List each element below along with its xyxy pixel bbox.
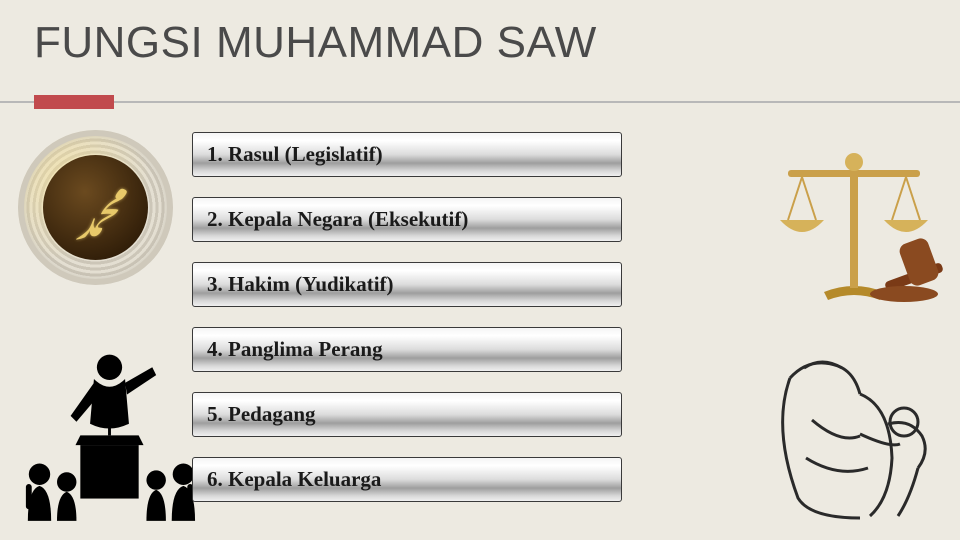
calligraphy-medallion-image: ﷴ: [18, 130, 173, 285]
list-item: 4. Panglima Perang: [192, 327, 622, 372]
list-item: 6. Kepala Keluarga: [192, 457, 622, 502]
title-divider: [0, 101, 960, 103]
list-item: 2. Kepala Negara (Eksekutif): [192, 197, 622, 242]
family-embrace-image: [750, 348, 950, 523]
list-item: 1. Rasul (Legislatif): [192, 132, 622, 177]
calligraphy-glyph: ﷴ: [66, 150, 126, 264]
justice-scales-image: [754, 122, 954, 307]
speaker-podium-image: [22, 338, 197, 523]
list-item: 3. Hakim (Yudikatif): [192, 262, 622, 307]
accent-bar: [34, 95, 114, 109]
list-item: 5. Pedagang: [192, 392, 622, 437]
page-title: FUNGSI MUHAMMAD SAW: [0, 0, 960, 68]
function-list: 1. Rasul (Legislatif) 2. Kepala Negara (…: [192, 132, 622, 502]
